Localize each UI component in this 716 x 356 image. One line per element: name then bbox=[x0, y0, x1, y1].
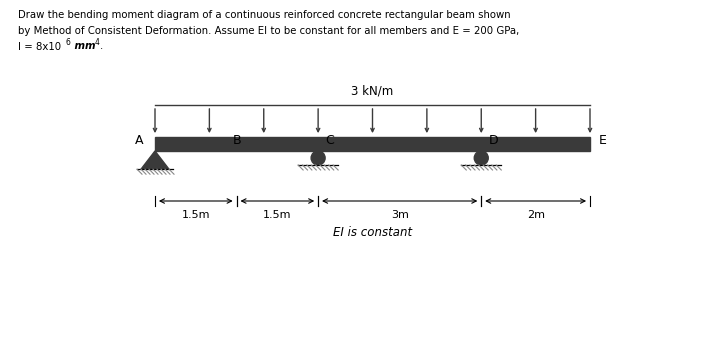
Text: C: C bbox=[326, 135, 334, 147]
Text: 3m: 3m bbox=[391, 210, 409, 220]
Polygon shape bbox=[141, 151, 169, 169]
Circle shape bbox=[311, 151, 325, 165]
Text: 2m: 2m bbox=[527, 210, 545, 220]
Text: B: B bbox=[232, 135, 241, 147]
Text: 6: 6 bbox=[66, 38, 71, 47]
Text: 1.5m: 1.5m bbox=[263, 210, 291, 220]
Text: 3 kN/m: 3 kN/m bbox=[352, 85, 394, 98]
Text: E: E bbox=[599, 135, 607, 147]
Circle shape bbox=[474, 151, 488, 165]
Bar bbox=[155, 137, 590, 151]
Text: D: D bbox=[488, 135, 498, 147]
Text: 1.5m: 1.5m bbox=[182, 210, 210, 220]
Text: .: . bbox=[100, 41, 103, 51]
Text: 4: 4 bbox=[95, 38, 100, 47]
Text: EI is constant: EI is constant bbox=[333, 226, 412, 239]
Text: by Method of Consistent Deformation. Assume EI to be constant for all members an: by Method of Consistent Deformation. Ass… bbox=[18, 26, 519, 36]
Text: mm: mm bbox=[71, 41, 95, 51]
Text: Draw the bending moment diagram of a continuous reinforced concrete rectangular : Draw the bending moment diagram of a con… bbox=[18, 10, 511, 20]
Text: I = 8x10: I = 8x10 bbox=[18, 42, 61, 52]
Text: A: A bbox=[135, 135, 143, 147]
